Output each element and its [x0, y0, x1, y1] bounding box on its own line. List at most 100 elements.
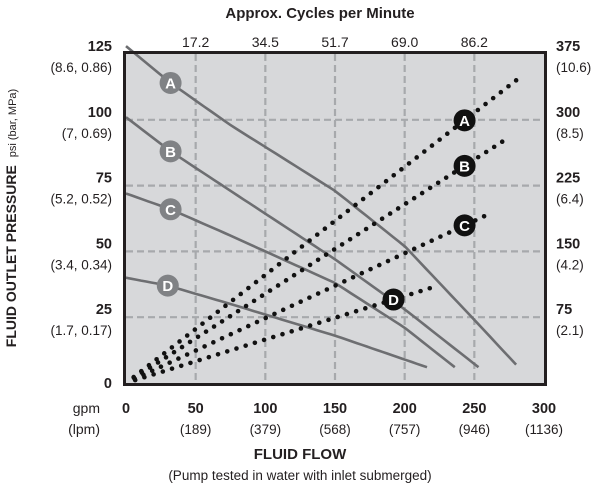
air-curve-dot [237, 327, 242, 333]
air-curve-dot [211, 340, 216, 345]
left-axis-tick-label: 125 [88, 39, 112, 55]
air-curve-dot [167, 360, 172, 365]
left-axis-tick-label: 75 [96, 171, 112, 187]
air-curve-dot [299, 267, 305, 273]
air-curve-dot [203, 329, 209, 334]
bottom-axis-tick-label: 200 [393, 401, 417, 417]
air-curve-dot [419, 190, 425, 196]
x-axis-title: FLUID FLOW [254, 446, 347, 463]
air-curve-dot [307, 323, 313, 328]
air-curve-dot [315, 257, 321, 263]
air-curve-dot [322, 226, 328, 231]
pressure-label-c: C [159, 198, 182, 221]
air-curve-dot [147, 365, 153, 370]
air-curve-dot [483, 101, 488, 107]
air-label-text: A [459, 113, 470, 130]
air-curve-dot [254, 319, 260, 325]
right-axis-ticks: 375 (10.6) 300 (8.5) 225 (6.4) 150 (4.2) 75 (2.1) [556, 39, 591, 338]
air-curve-dot [337, 214, 343, 220]
pressure-curve-b [125, 116, 480, 369]
air-curve-dot [192, 327, 198, 332]
pressure-label-d: D [156, 274, 179, 297]
air-curve-dot [437, 137, 442, 142]
air-curve-dot [215, 351, 221, 357]
air-label-circle [382, 288, 405, 311]
air-curve-dot [323, 252, 329, 257]
air-curve-dot [184, 333, 190, 338]
pressure-label-circle [159, 140, 182, 163]
air-curve-dot [429, 143, 435, 148]
air-curve-dot [435, 180, 441, 186]
top-axis-tick-label: 17.2 [182, 34, 209, 50]
air-curve-dot [355, 231, 361, 237]
air-curve-dot [228, 331, 234, 337]
air-curve-dot [184, 352, 190, 357]
air-curve-dot [339, 242, 345, 247]
air-curve-dot [243, 303, 249, 309]
air-curve-dot [230, 297, 236, 303]
pressure-label-text: D [162, 278, 173, 295]
air-curve-dot [307, 238, 312, 243]
air-curve-dot [333, 283, 338, 288]
air-curve-dot [206, 354, 212, 360]
air-curve-dot [314, 232, 320, 237]
air-curve-dot [289, 303, 295, 309]
air-curve-dot [411, 195, 417, 201]
air-curve-dot [414, 155, 419, 160]
air-curve-dot [353, 202, 358, 208]
air-curve-dot [345, 208, 351, 214]
right-axis-tick-label: 300 [556, 105, 580, 121]
y-axis-title-units: psi (bar, MPa) [7, 89, 19, 157]
air-curve-dot [188, 360, 193, 366]
air-curve-dot [353, 308, 359, 314]
air-curve-dot [132, 377, 138, 383]
top-axis-tick-label: 69.0 [391, 34, 418, 50]
air-curve-dot [178, 363, 184, 369]
air-curve-dot [187, 339, 193, 345]
air-curve-dot [391, 172, 397, 178]
air-curve-dot [234, 346, 239, 351]
top-axis-title: Approx. Cycles per Minute [225, 5, 414, 22]
air-curve-dot [324, 287, 330, 292]
air-curve-dot [427, 185, 433, 191]
air-curve-dot [411, 246, 417, 252]
air-curve-dot [335, 314, 341, 320]
air-curve-dot [344, 311, 350, 317]
air-curve-dot [219, 319, 225, 324]
bottom-axis-ticks: 0 50 (189) 100 (379) 150 (568) 200 (757) 250 (946)… [122, 401, 563, 437]
air-curve-dot [307, 262, 313, 268]
pressure-curve-a [125, 45, 518, 366]
air-curve-dot [395, 206, 401, 211]
bottom-axis-tick-sublabel: (568) [319, 422, 351, 437]
x-unit-gpm: gpm [73, 400, 100, 416]
air-curve-dot [363, 306, 368, 311]
top-axis-tick-label: 51.7 [321, 34, 348, 50]
air-label-circle [453, 109, 476, 132]
air-curve-dot [200, 321, 205, 326]
air-curve-dot [399, 167, 404, 172]
air-curve-dot [418, 288, 423, 294]
pressure-label-text: C [165, 202, 176, 219]
air-curve-dot [142, 374, 147, 380]
air-curve-dot [499, 139, 505, 145]
air-curve-c [132, 214, 487, 382]
air-curve-dot [160, 369, 166, 374]
air-curve-dot [211, 324, 217, 329]
air-curve-dot [379, 216, 385, 222]
air-curve-dot [326, 317, 331, 323]
air-label-a: A [453, 109, 476, 132]
air-curve-dot [298, 299, 303, 304]
air-curve-dot [169, 345, 175, 350]
air-curve-dot [202, 344, 207, 349]
air-curve-dot [275, 283, 281, 288]
air-curve-dot [245, 323, 251, 329]
air-label-d: D [382, 288, 405, 311]
left-axis-tick-sublabel: (3.4, 0.34) [50, 257, 112, 272]
pressure-label-circle [159, 71, 182, 94]
air-curve-dot [261, 273, 266, 279]
air-curve-dot [289, 329, 294, 334]
air-curve-dot [360, 196, 366, 202]
air-curve-dot [243, 343, 248, 348]
air-curve-dot [155, 360, 161, 365]
